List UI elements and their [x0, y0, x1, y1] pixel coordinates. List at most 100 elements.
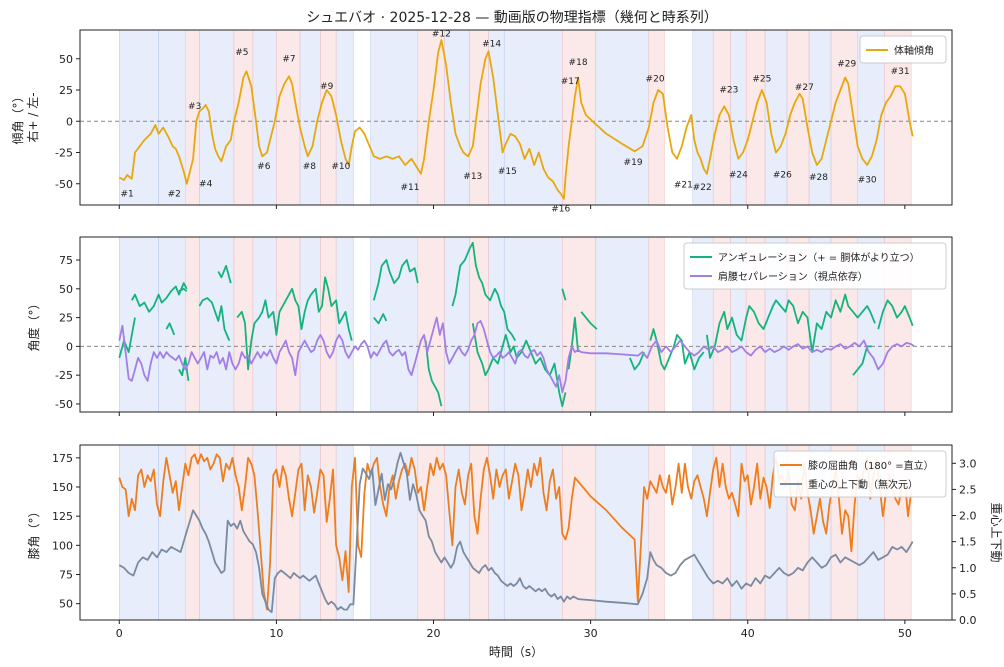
peak-label: #5: [235, 48, 248, 58]
chart-title: シュエバオ · 2025-12-28 — 動画版の物理指標（幾何と時系列）: [306, 10, 718, 26]
legend-label: アンギュレーション（+ = 胴体がより立つ）: [718, 251, 920, 264]
series-line-0: [217, 264, 232, 284]
phase-span-red: [562, 237, 596, 412]
y-axis-label: 右+ / 左-: [25, 92, 40, 142]
y-axis-label: 角度（°）: [26, 297, 41, 351]
phase-span-red: [469, 30, 489, 205]
phase-span-blue: [370, 237, 419, 412]
peak-label: #28: [809, 173, 828, 183]
phase-span-blue: [488, 30, 505, 205]
legend-box: [683, 242, 947, 290]
peak-label: #30: [858, 176, 877, 186]
y-tick-label: 150: [52, 481, 73, 494]
y-tick-label: 75: [59, 254, 73, 267]
peak-label: #9: [320, 82, 334, 92]
peak-label: #10: [331, 162, 350, 172]
phase-span-red: [185, 445, 200, 620]
y-right-tick-label: 1.5: [959, 536, 977, 549]
peak-label: #18: [569, 58, 588, 68]
peak-label: #27: [795, 83, 814, 93]
peak-label: #3: [188, 102, 201, 112]
peak-label: #25: [752, 74, 771, 84]
y-tick-label: 50: [59, 283, 73, 296]
y-right-tick-label: 0.5: [959, 588, 977, 601]
y-tick-label: -50: [55, 178, 73, 191]
y-right-tick-label: 1.0: [959, 562, 977, 575]
panel-middle: -50 -25 0 25 50 75 角度（°） アンギュレーション（+ = 胴体がより立つ）…: [26, 236, 953, 416]
series-line-0: [131, 282, 188, 313]
legend: アンギュレーション（+ = 胴体がより立つ） 肩腰セパレーション（視点依存）: [683, 242, 947, 290]
phase-span-red: [562, 30, 596, 205]
phase-span-blue: [158, 30, 186, 205]
phase-span-red: [185, 237, 200, 412]
y-tick-label: 175: [52, 452, 73, 465]
series-line-0: [567, 316, 579, 370]
phase-span-red: [648, 445, 665, 620]
y-tick-label: 75: [59, 569, 73, 582]
peak-label: #8: [303, 162, 317, 172]
y-axis-label-right: 重心上下動: [989, 502, 1003, 562]
y-tick-label: 100: [52, 539, 73, 552]
panel-bottom: 0 10 20 30 40 50 50 75 100 125 150 175 0.0 0.5 1.0 1.5 2…: [27, 444, 1003, 659]
peak-label: #19: [624, 158, 643, 168]
phase-span-red: [417, 30, 445, 205]
legend: 膝の屈曲角（180° =直立） 重心の上下動（無次元）: [773, 450, 947, 498]
series-line-0: [561, 288, 567, 301]
phase-span-blue: [692, 445, 714, 620]
phase-span-blue: [595, 237, 650, 412]
x-axis-label: 時間（s）: [489, 645, 543, 659]
series-line-0: [629, 351, 645, 371]
peak-label: #21: [674, 181, 693, 191]
peak-label: #11: [400, 183, 419, 193]
x-tick-label: 20: [427, 627, 441, 640]
y-right-tick-label: 2.5: [959, 483, 977, 496]
phase-span-blue: [730, 445, 747, 620]
panel-top: #1 #2 #3 #4 #5 #6 #7 #8 #9 #10 #11 #12 #13 #14 #15 #16 #…: [11, 29, 953, 214]
series-line-0: [165, 322, 176, 336]
axes-frame: [79, 236, 953, 413]
phase-span-blue: [199, 237, 235, 412]
phase-span-red: [786, 30, 810, 205]
phase-span-red: [276, 237, 301, 412]
phase-span-red: [320, 30, 337, 205]
y-tick-label: 50: [59, 598, 73, 611]
y-tick-label: 0: [66, 115, 73, 128]
y-axis-label: 膝角（°）: [27, 505, 41, 559]
peak-label: #6: [257, 162, 271, 172]
series-line-0: [236, 276, 353, 371]
x-tick-label: 0: [116, 627, 123, 640]
series-line-1: [118, 316, 915, 394]
peak-label: #4: [199, 179, 213, 189]
legend-box: [773, 450, 947, 498]
y-tick-label: -25: [55, 369, 73, 382]
phase-span-blue: [503, 30, 563, 205]
peak-label: #17: [561, 77, 580, 87]
y-right-tick-label: 3.0: [959, 457, 977, 470]
peak-label: #26: [773, 171, 792, 181]
peak-label: #2: [168, 189, 181, 199]
phase-span-blue: [158, 237, 186, 412]
peak-label: #14: [482, 39, 501, 49]
phase-span-blue: [595, 445, 650, 620]
phase-span-blue: [299, 445, 321, 620]
series-line-0: [178, 287, 188, 292]
plot-area: [118, 445, 914, 620]
phase-span-red: [712, 30, 731, 205]
peak-label: #1: [120, 189, 133, 199]
phase-span-blue: [692, 30, 714, 205]
y-tick-label: 50: [59, 53, 73, 66]
phase-span-blue: [158, 445, 186, 620]
peak-label: #23: [719, 86, 738, 96]
series-line-1: [118, 451, 914, 614]
phase-span-blue: [595, 30, 650, 205]
phase-span-blue: [199, 30, 235, 205]
peak-label: #31: [891, 67, 910, 77]
x-tick-label: 10: [269, 627, 283, 640]
phase-span-red: [469, 445, 489, 620]
plot-area: [80, 30, 952, 205]
axes-frame: [79, 444, 953, 621]
legend-label: 肩腰セパレーション（視点依存）: [718, 270, 868, 283]
series-line-0: [580, 311, 598, 330]
legend-label: 膝の屈曲角（180° =直立）: [808, 459, 934, 472]
